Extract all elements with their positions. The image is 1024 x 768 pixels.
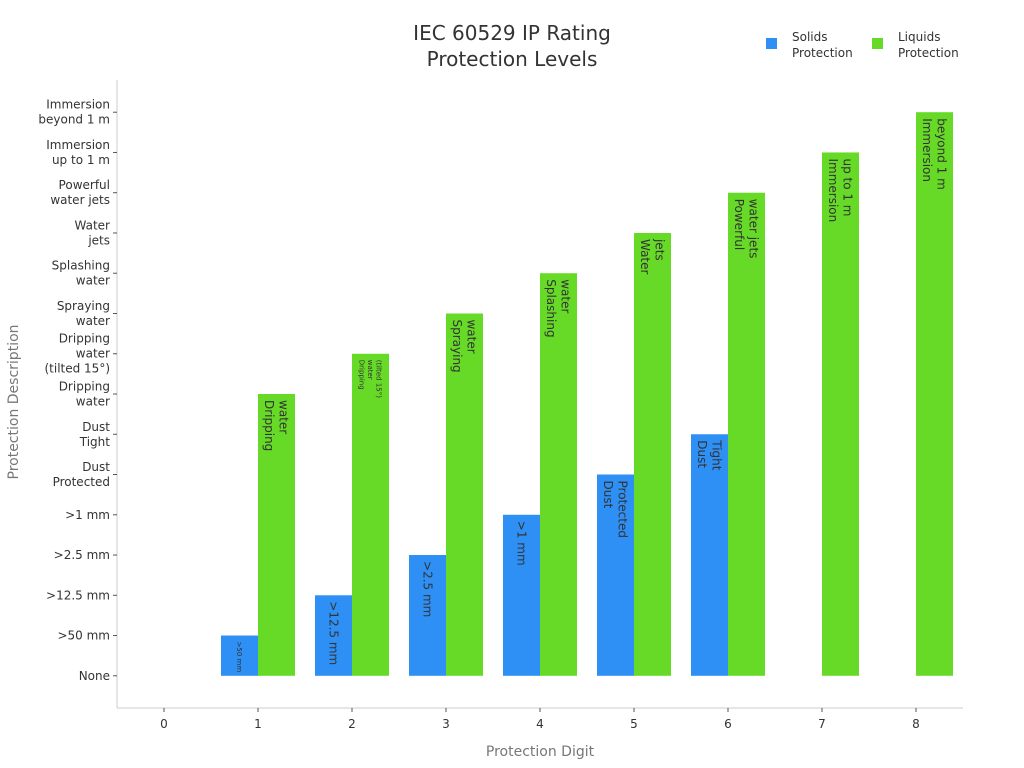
bar-label: Splashingwater — [544, 279, 572, 337]
liquids-bar — [352, 353, 389, 676]
solids-bar — [691, 434, 728, 676]
bar-label: >50 mm — [235, 642, 243, 673]
y-tick-label: Dust Tight — [79, 420, 111, 449]
bar-labels: >50 mm >12.5 mm >2.5 mm >1 mm DustProtected D… — [235, 118, 948, 672]
x-tick-label: 8 — [912, 717, 920, 731]
legend-label: Solids Protection — [792, 30, 853, 60]
legend-label: Liquids Protection — [898, 30, 959, 60]
x-tick-label: 2 — [348, 717, 356, 731]
liquids-bar — [634, 232, 671, 676]
bar-label: DustProtected — [601, 481, 629, 538]
solids-bar — [315, 595, 352, 676]
bar-label: >12.5 mm — [326, 601, 340, 665]
y-tick-label: None — [79, 669, 110, 683]
solids-bar — [409, 555, 446, 676]
bar-label: Sprayingwater — [450, 319, 478, 372]
bar-label: Immersionbeyond 1 m — [920, 118, 948, 190]
y-tick-label: Dust Protected — [53, 460, 111, 489]
y-axis-label: Protection Description — [6, 324, 22, 479]
solids-bar — [503, 514, 540, 676]
legend-swatch — [872, 38, 883, 49]
y-tick-label: Dripping water — [59, 380, 110, 409]
y-tick-label: Immersion beyond 1 m — [38, 98, 110, 127]
bar-label: DustTight — [695, 439, 723, 471]
legend-swatch — [766, 38, 777, 49]
x-tick-label: 4 — [536, 717, 544, 731]
y-tick-label: Splashing water — [52, 259, 110, 288]
liquids-bar — [728, 192, 765, 676]
legend: Solids Protection Liquids Protection — [766, 30, 959, 60]
bars — [221, 112, 953, 676]
y-tick-label: Spraying water — [57, 299, 110, 328]
bar-label: >2.5 mm — [420, 561, 434, 617]
bar-label: Waterjets — [638, 238, 666, 275]
x-axis-label: Protection Digit — [486, 744, 595, 760]
x-tick-label: 1 — [254, 717, 262, 731]
chart-title-line: IEC 60529 IP Rating — [413, 21, 611, 45]
x-tick-label: 3 — [442, 717, 450, 731]
liquids-bar — [258, 394, 295, 676]
solids-bar — [597, 474, 634, 676]
y-tick-label: Immersion up to 1 m — [46, 138, 110, 167]
solids-bar — [221, 635, 258, 676]
chart-title-line: Protection Levels — [427, 47, 598, 71]
y-tick-label: Water jets — [75, 218, 111, 247]
x-tick-label: 7 — [818, 717, 826, 731]
axes: 0 1 2 3 4 5 6 7 8 None >50 mm >12.5 mm >2.5 mm >1 mm D… — [6, 80, 963, 760]
liquids-bar — [446, 313, 483, 676]
y-tick-label: >50 mm — [57, 629, 110, 643]
liquids-bar — [916, 112, 953, 676]
y-tick-label: Powerful water jets — [50, 178, 110, 207]
x-tick-label: 6 — [724, 717, 732, 731]
y-tick-label: >2.5 mm — [54, 548, 110, 562]
bar-label: Immersionup to 1 m — [826, 158, 854, 222]
liquids-bar — [822, 152, 859, 676]
bar-label: Drippingwater(tilted 15°) — [358, 360, 383, 398]
bar-label: Drippingwater — [262, 400, 290, 451]
x-tick-label: 5 — [630, 717, 638, 731]
liquids-bar — [540, 273, 577, 676]
y-tick-label: >1 mm — [65, 508, 110, 522]
bar-label: >1 mm — [514, 521, 528, 566]
y-tick-label: Dripping water (tilted 15°) — [44, 332, 110, 376]
bar-label: Powerfulwater jets — [732, 199, 760, 259]
y-tick-label: >12.5 mm — [46, 588, 110, 602]
x-tick-label: 0 — [160, 717, 168, 731]
